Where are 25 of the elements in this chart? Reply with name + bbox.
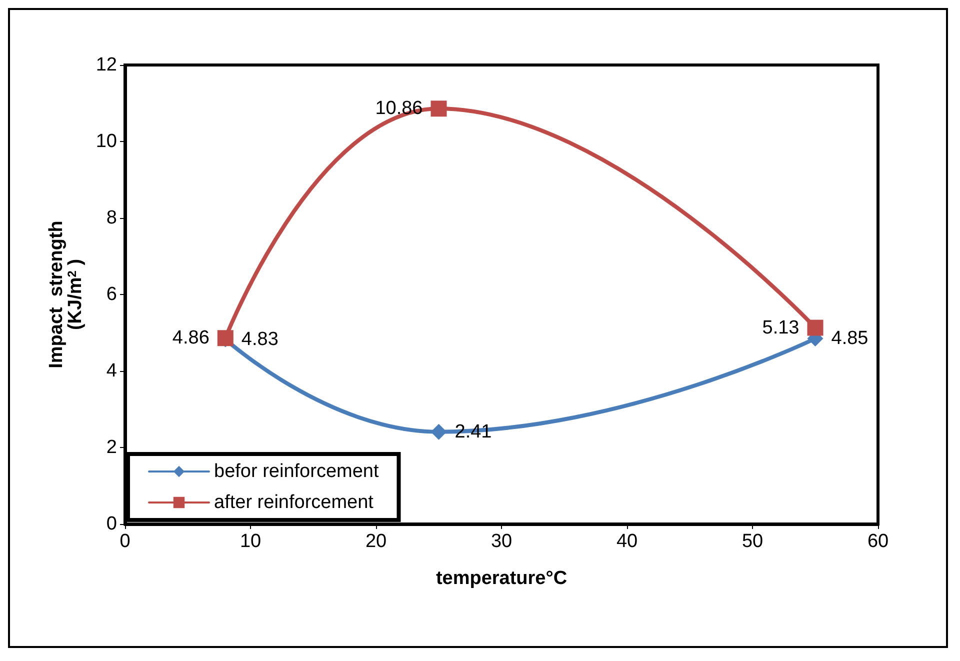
legend-label: after reinforcement — [214, 492, 374, 513]
y-tick-label: 6 — [106, 284, 117, 305]
x-tick-label: 60 — [867, 531, 889, 552]
point — [430, 100, 447, 117]
data-label: 4.86 — [172, 328, 210, 349]
y-tick-label: 2 — [106, 437, 117, 458]
y-tick-label: 12 — [96, 54, 117, 76]
x-tick-label: 10 — [240, 531, 262, 552]
x-tick-label: 30 — [490, 531, 512, 552]
x-tick-label: 50 — [742, 531, 764, 552]
y-tick-label: 0 — [106, 514, 117, 534]
data-label: 10.86 — [375, 98, 423, 120]
data-label: 4.85 — [831, 328, 868, 349]
legend-label: befor reinforcement — [214, 461, 380, 482]
data-label: 4.83 — [241, 328, 278, 350]
y-tick-label: 10 — [96, 131, 117, 152]
data-label: 5.13 — [762, 317, 800, 338]
point — [807, 320, 824, 336]
point — [430, 424, 447, 440]
x-tick-label: 0 — [120, 531, 130, 552]
x-tick-label: 20 — [365, 531, 387, 552]
y-tick-label: 4 — [106, 360, 118, 382]
y-tick-label: 8 — [106, 208, 117, 228]
x-tick-label: 40 — [616, 531, 638, 552]
x-axis-title: temperature°C — [436, 568, 568, 589]
